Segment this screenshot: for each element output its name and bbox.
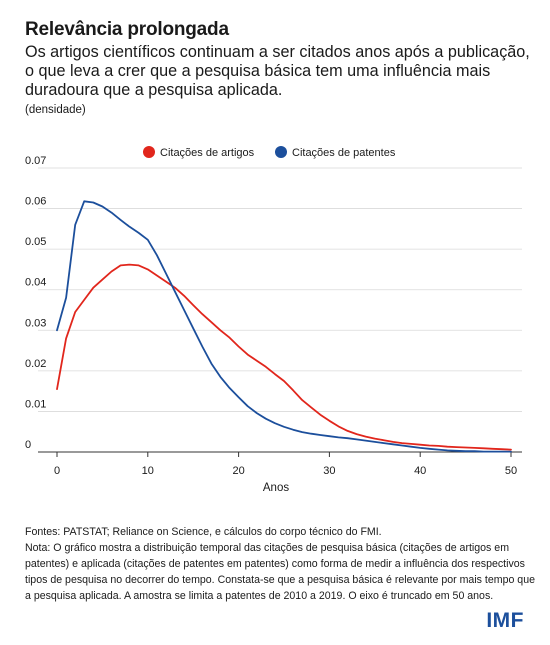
- x-tick-label: 10: [142, 465, 154, 477]
- legend-marker: [143, 146, 155, 158]
- series-line-cita-es-de-artigos: [56, 263, 512, 451]
- line-chart: Citações de artigos Citações de patentes …: [25, 146, 522, 494]
- series-lines: [56, 200, 512, 453]
- legend-label: Citações de artigos: [160, 147, 255, 159]
- chart-title: Relevância prolongada: [25, 19, 229, 40]
- x-tick-label: 50: [505, 465, 517, 477]
- series-line-cita-es-de-patentes: [56, 200, 512, 453]
- y-tick-label: 0: [25, 439, 31, 451]
- unit-label: (densidade): [25, 104, 86, 116]
- legend: Citações de artigos Citações de patentes: [143, 146, 396, 159]
- y-tick-label: 0.05: [25, 236, 46, 248]
- imf-logo: IMF: [486, 609, 524, 632]
- note-text: Nota: O gráfico mostra a distribuição te…: [25, 542, 535, 602]
- x-tick-label: 20: [232, 465, 244, 477]
- x-tick-label: 40: [414, 465, 426, 477]
- chart-subtitle: Os artigos científicos continuam a ser c…: [25, 43, 530, 99]
- footer: Fontes: PATSTAT; Reliance on Science, e …: [25, 524, 535, 604]
- y-tick-label: 0.04: [25, 277, 46, 289]
- y-tick-label: 0.06: [25, 196, 46, 208]
- x-tick-label: 30: [323, 465, 335, 477]
- y-tick-label: 0.01: [25, 398, 46, 410]
- grid-lines: [38, 167, 522, 453]
- legend-label: Citações de patentes: [292, 147, 396, 159]
- x-axis-label: Anos: [263, 482, 289, 494]
- y-axis: 0 0.01 0.02 0.03 0.04 0.05 0.06 0.07: [25, 155, 46, 451]
- sources-text: Fontes: PATSTAT; Reliance on Science, e …: [25, 526, 382, 538]
- x-tick-label: 0: [54, 465, 60, 477]
- y-tick-label: 0.02: [25, 358, 46, 370]
- legend-marker: [275, 146, 287, 158]
- y-tick-label: 0.03: [25, 317, 46, 329]
- x-axis: 0 10 20 30 40 50: [54, 452, 517, 477]
- y-tick-label: 0.07: [25, 155, 46, 167]
